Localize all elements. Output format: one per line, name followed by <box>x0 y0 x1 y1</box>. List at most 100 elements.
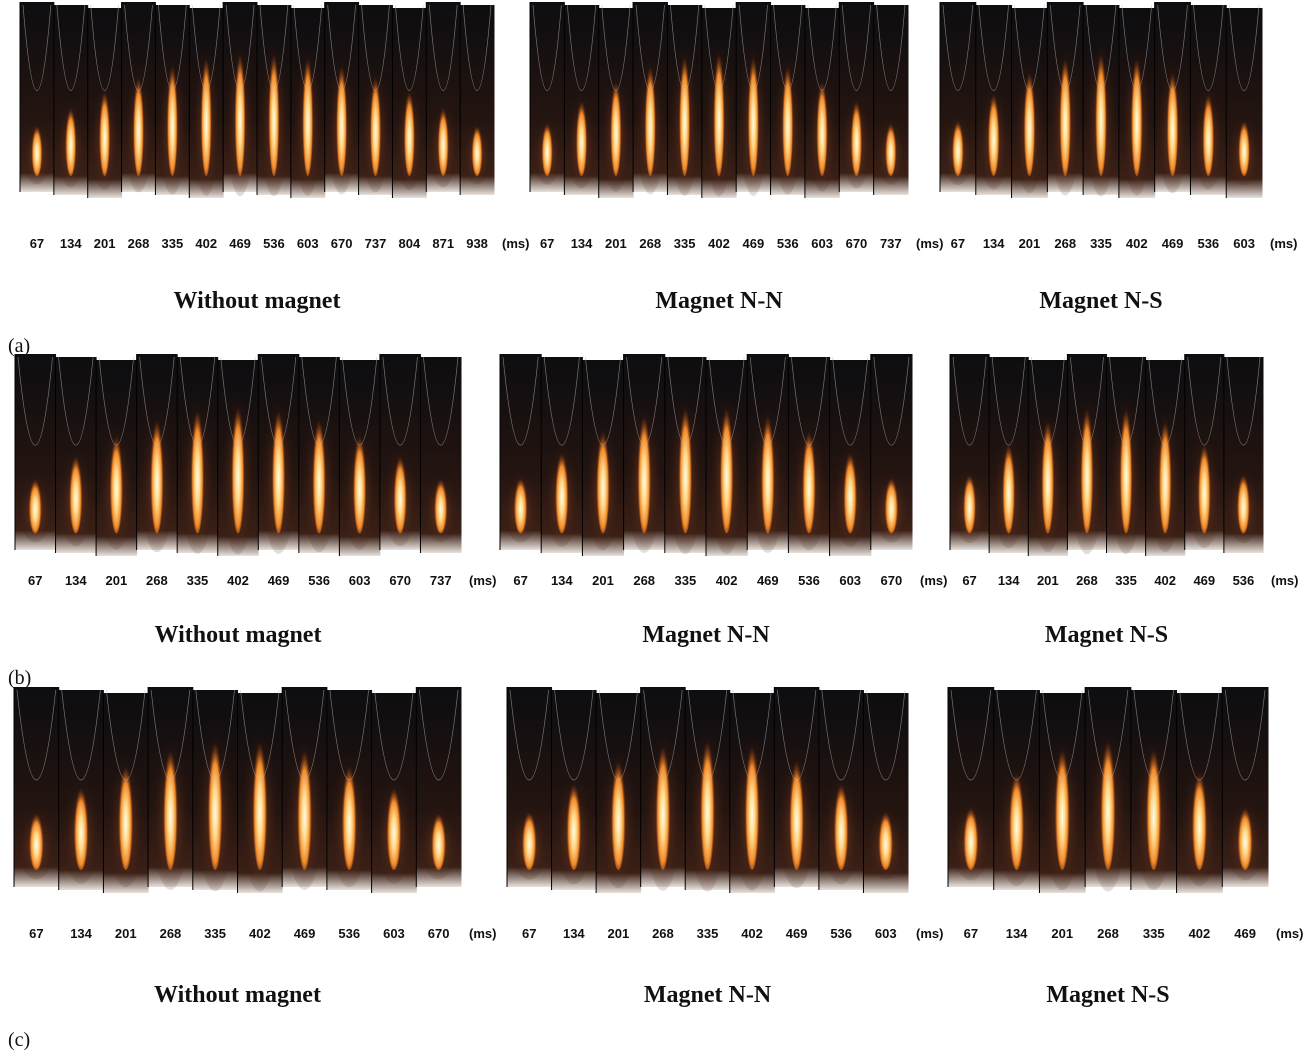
flame <box>514 472 528 534</box>
flame <box>404 82 416 176</box>
time-label: 67 <box>30 236 44 251</box>
row-label: (c) <box>8 1029 30 1051</box>
flame-strip <box>940 2 1263 198</box>
time-label: 134 <box>1006 926 1028 941</box>
unit-label: (ms) <box>1271 573 1298 588</box>
flame <box>988 85 1000 176</box>
time-label: 603 <box>811 236 833 251</box>
time-label: 670 <box>331 236 353 251</box>
unit-label: (ms) <box>916 236 943 251</box>
time-label: 670 <box>846 236 868 251</box>
panel-title: Without magnet <box>154 982 321 1008</box>
panel-title: Magnet N-S <box>1039 288 1162 314</box>
flame <box>963 801 979 870</box>
flame <box>69 447 83 533</box>
time-label: 134 <box>65 573 87 588</box>
time-label: 201 <box>1037 573 1059 588</box>
flame <box>73 778 88 870</box>
time-label: 603 <box>875 926 897 941</box>
flame <box>1198 434 1211 533</box>
flame <box>596 420 610 534</box>
unit-label: (ms) <box>1270 236 1297 251</box>
flame <box>851 93 863 176</box>
flame <box>1146 736 1162 870</box>
flame-strip <box>530 2 909 198</box>
flame <box>163 736 178 870</box>
flame <box>1159 408 1172 533</box>
flame <box>610 71 622 176</box>
unit-label: (ms) <box>920 573 947 588</box>
time-label: 402 <box>1189 926 1211 941</box>
time-label: 201 <box>115 926 137 941</box>
time-label: 134 <box>571 236 593 251</box>
time-label: 134 <box>983 236 1005 251</box>
flame <box>789 748 804 870</box>
time-label: 201 <box>106 573 128 588</box>
flame <box>816 71 828 176</box>
time-label: 469 <box>757 573 779 588</box>
flame <box>29 807 44 870</box>
time-label: 469 <box>786 926 808 941</box>
panel-title: Magnet N-N <box>642 622 770 648</box>
flame <box>1009 762 1025 870</box>
time-label: 402 <box>1126 236 1148 251</box>
panel-title: Without magnet <box>155 622 322 648</box>
flame <box>1002 434 1015 533</box>
time-label: 469 <box>1162 236 1184 251</box>
flame-strip <box>20 2 495 198</box>
flame <box>644 54 656 176</box>
flame <box>678 393 692 533</box>
time-label: 603 <box>839 573 861 588</box>
time-label: 938 <box>466 236 488 251</box>
flame <box>200 44 212 176</box>
time-label: 737 <box>430 573 452 588</box>
flame <box>191 396 205 533</box>
time-label: 402 <box>227 573 249 588</box>
flame <box>522 805 537 870</box>
panel-title: Magnet N-N <box>655 288 783 314</box>
flame <box>353 425 367 534</box>
time-label: 335 <box>204 926 226 941</box>
time-label: 201 <box>1051 926 1073 941</box>
flame <box>99 82 111 176</box>
flame <box>109 425 123 534</box>
flame <box>312 407 326 533</box>
time-label: 335 <box>674 236 696 251</box>
time-label: 335 <box>675 573 697 588</box>
flame <box>1237 801 1253 870</box>
flame <box>208 727 223 870</box>
flame <box>272 396 286 533</box>
flame <box>118 754 133 870</box>
time-label: 268 <box>146 573 168 588</box>
time-label: 335 <box>162 236 184 251</box>
figure: (a)6713420126833540246953660367073780487… <box>0 0 1308 1052</box>
flame <box>963 468 976 533</box>
flame <box>65 100 77 176</box>
flame <box>566 774 581 870</box>
flame <box>342 754 357 870</box>
time-label: 67 <box>951 236 965 251</box>
flame <box>1202 85 1214 176</box>
row-label: (a) <box>8 335 30 357</box>
flame <box>713 39 725 176</box>
flame <box>386 778 401 870</box>
time-label: 268 <box>1076 573 1098 588</box>
time-label: 67 <box>540 236 554 251</box>
unit-label: (ms) <box>1276 926 1303 941</box>
time-label: 603 <box>383 926 405 941</box>
flame <box>231 392 245 533</box>
flame <box>843 444 857 534</box>
flame <box>720 393 734 533</box>
flame <box>336 53 348 176</box>
flame-strip <box>14 687 462 893</box>
flame <box>700 726 715 870</box>
time-label: 268 <box>652 926 674 941</box>
flame <box>1080 394 1093 533</box>
time-label: 670 <box>881 573 903 588</box>
time-label: 268 <box>1097 926 1119 941</box>
time-label: 402 <box>708 236 730 251</box>
panel-title: Magnet N-N <box>644 982 772 1008</box>
flame <box>31 120 43 176</box>
panel-title: Without magnet <box>174 288 341 314</box>
flame <box>1131 45 1143 176</box>
